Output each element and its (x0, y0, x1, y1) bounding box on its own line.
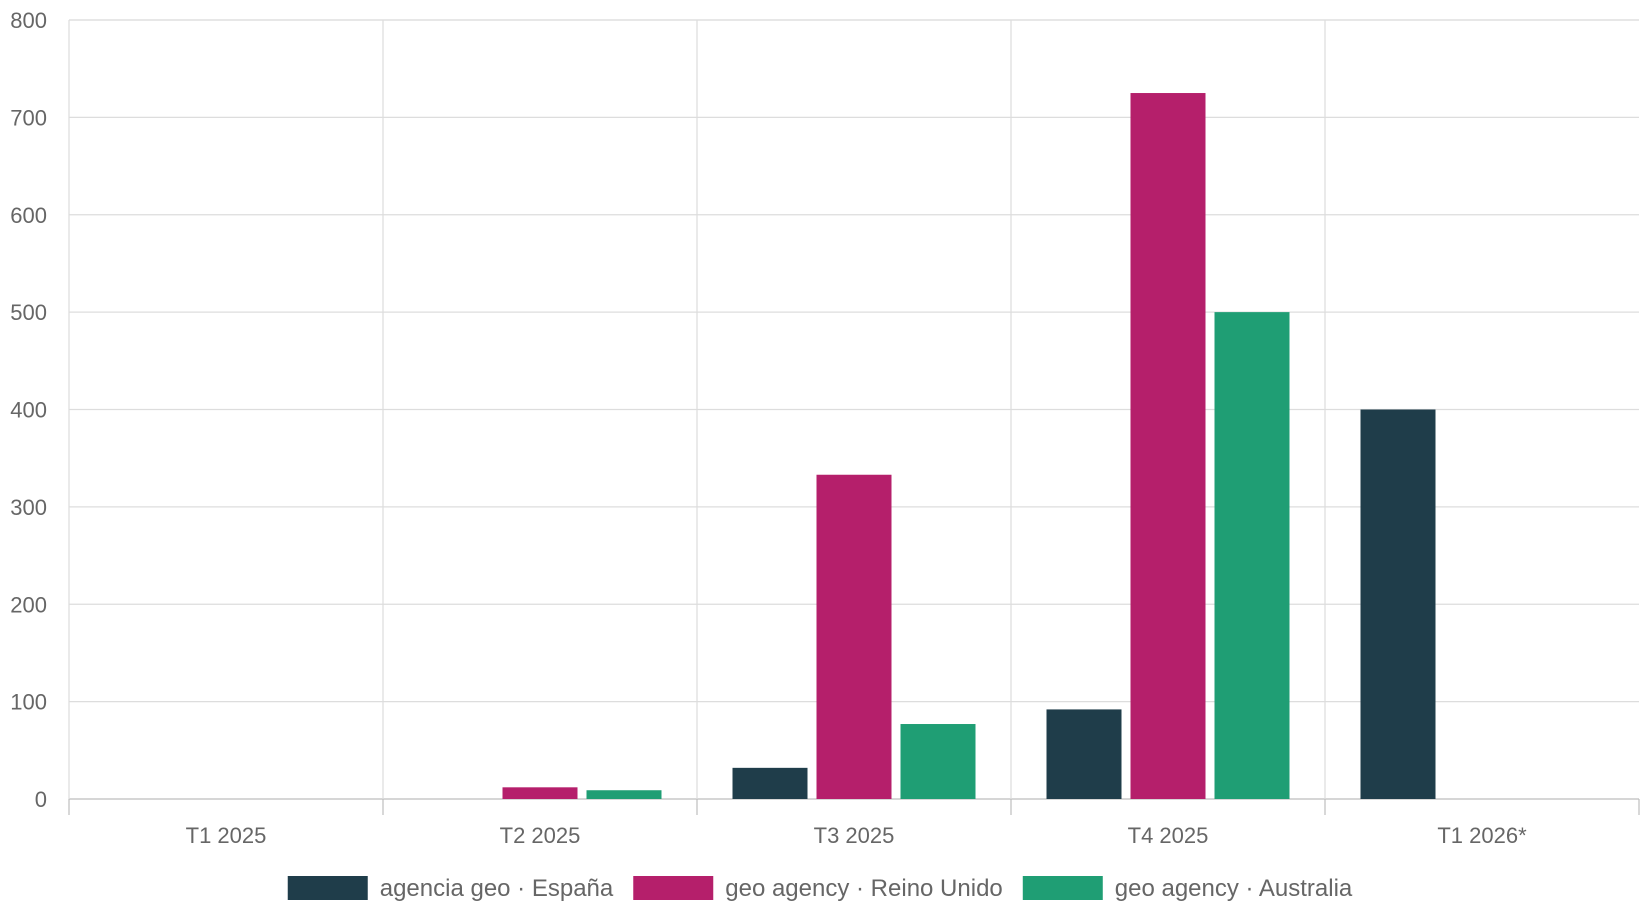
legend-swatch (287, 876, 368, 900)
x-tick-label: T2 2025 (500, 823, 581, 848)
x-tick-label: T3 2025 (814, 823, 895, 848)
legend-label: geo agency · Reino Unido (725, 875, 1003, 902)
legend-swatch (1022, 876, 1103, 900)
bar (816, 474, 892, 799)
y-tick-label: 400 (10, 398, 47, 423)
x-tick-label: T4 2025 (1128, 823, 1209, 848)
bars (502, 93, 1436, 799)
bar (586, 790, 662, 799)
y-tick-label: 500 (10, 300, 47, 325)
bar (1214, 312, 1290, 799)
bar (1360, 409, 1436, 799)
bar (900, 724, 976, 799)
y-tick-label: 800 (10, 8, 47, 33)
axes (68, 19, 1640, 815)
y-tick-label: 700 (10, 105, 47, 130)
y-tick-label: 0 (35, 787, 47, 812)
bar (732, 767, 808, 799)
legend-label: geo agency · Australia (1115, 875, 1353, 902)
y-tick-label: 100 (10, 690, 47, 715)
x-tick-label: T1 2026* (1437, 823, 1527, 848)
bar (1046, 709, 1122, 799)
y-tick-label: 600 (10, 203, 47, 228)
bar (1130, 93, 1206, 799)
legend-label: agencia geo · España (380, 875, 614, 902)
x-tick-label: T1 2025 (186, 823, 267, 848)
tick-labels: 0 100 200 300 400 500 600 700 800 T1 2025 T2 2025 T… (10, 8, 1527, 848)
y-tick-label: 300 (10, 495, 47, 520)
y-tick-label: 200 (10, 592, 47, 617)
bar (502, 787, 578, 799)
legend: agencia geo · España geo agency · Reino U… (287, 875, 1353, 902)
legend-swatch (633, 876, 714, 900)
